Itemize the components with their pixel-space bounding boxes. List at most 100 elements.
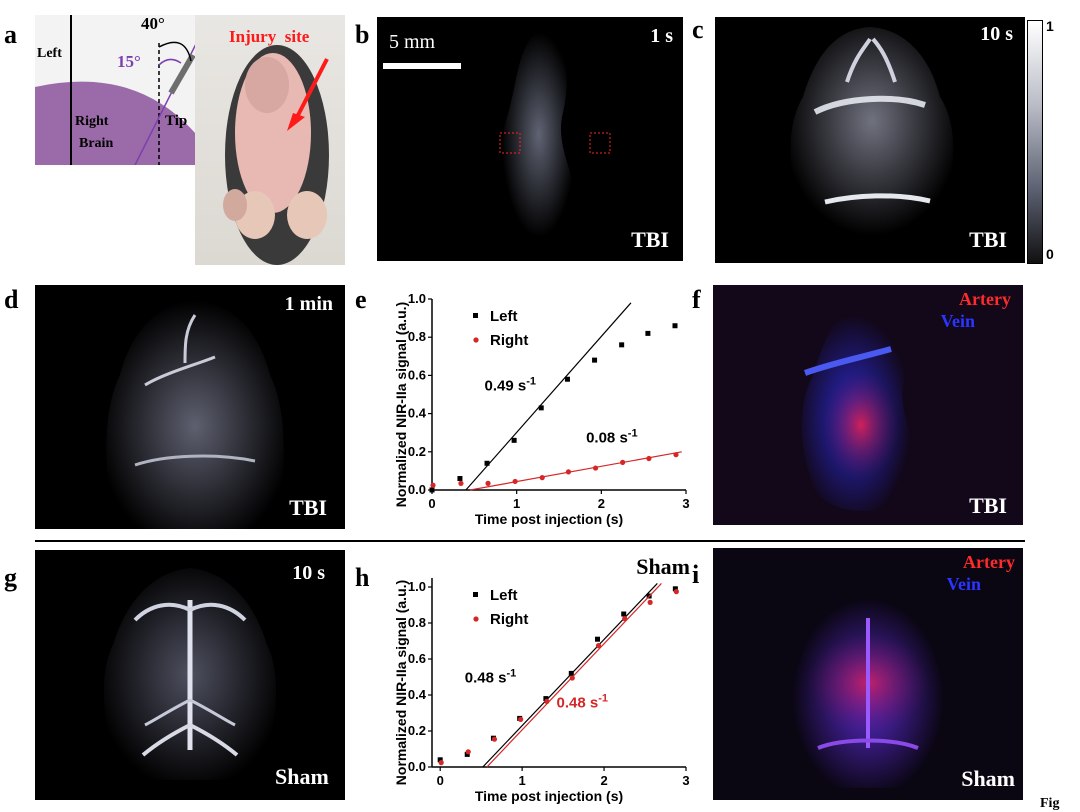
y-tick-label: 0.8 [408,329,426,344]
panel-label-g: g [4,563,17,592]
angle-inner-label: 15° [117,52,141,71]
panel-i-image: Artery Vein Sham [713,548,1023,800]
y-axis-label: Normalized NIR-IIa signal (a.u.) [393,302,409,507]
y-axis-label: Normalized NIR-IIa signal (a.u.) [393,580,409,785]
panel-f-image: Artery Vein TBI [713,285,1023,525]
panel-c-time: 10 s [980,23,1013,45]
chart-e: 0.0 0.2 0.4 0.6 0.8 1.0 0 1 2 3 Time post injectio… [393,291,690,527]
panel-f-artery: Artery [959,289,1011,309]
point-right [438,760,444,766]
right-brain-label-1: Right [75,114,109,129]
rate-annotation-exponent: -1 [628,427,638,439]
x-tick-label: 2 [598,496,605,511]
rate-annotation: 0.49 s-1 [484,376,536,395]
y-tick-label: 0.2 [408,723,426,738]
x-tick-label: 3 [682,496,689,511]
legend-marker-left [473,313,478,318]
point-right [518,716,524,722]
x-tick-label: 3 [682,773,689,788]
row-divider [35,540,1025,542]
point-left [543,696,549,702]
panel-a-mouse-photo: Injury site [195,15,345,265]
point-left [595,636,601,642]
panel-c-group: TBI [969,227,1007,252]
chart-title: Sham [636,554,690,579]
point-right [430,482,436,488]
panel-i-artery: Artery [963,552,1015,572]
figure-footer-label: Fig [1040,796,1060,811]
panel-label-a: a [4,20,17,49]
fit-line-right [486,582,662,768]
panel-a-schematic: 40° 15° Left Right Brain Tip [35,15,195,165]
rate-annotation-exponent: -1 [526,376,536,388]
left-label: Left [37,46,62,61]
point-left [564,376,570,382]
tip-label: Tip [165,113,187,129]
point-right [595,643,602,649]
point-left [538,405,544,411]
y-tick-label: 0.0 [408,482,426,497]
x-axis-label: Time post injection (s) [475,788,623,804]
panel-label-b: b [355,20,370,49]
panel-label-i: i [692,560,700,589]
y-tick-label: 0.0 [408,759,426,774]
point-left [511,437,517,443]
point-right [673,589,679,595]
panel-label-h: h [355,563,370,592]
point-right [647,599,653,605]
point-right [673,452,679,458]
panel-b-group: TBI [631,227,669,252]
y-tick-label: 1.0 [408,291,426,306]
y-tick-label: 0.8 [408,615,426,630]
point-left [568,670,574,676]
point-left [619,342,625,348]
panel-label-c: c [692,15,704,44]
point-right [565,469,572,475]
point-right [592,465,599,471]
legend-label-right: Right [490,332,528,349]
y-tick-label: 0.2 [408,444,426,459]
panel-b-image: 5 mm 1 s TBI [377,17,683,261]
legend-label-right: Right [490,611,528,628]
point-left [464,751,470,757]
legend-label-left: Left [490,308,518,325]
point-right [544,698,550,704]
point-left [484,460,490,466]
y-tick-label: 0.6 [408,651,426,666]
rate-annotation: 0.48 s-1 [465,667,516,686]
panel-f-vein: Vein [940,311,975,331]
panel-d-group: TBI [289,495,327,520]
x-axis-label: Time post injection (s) [475,511,623,527]
point-right [646,455,652,462]
panel-d-image: 1 min TBI [35,285,345,529]
point-left [457,476,463,482]
panel-b-time: 1 s [650,25,673,47]
right-brain-label-2: Brain [79,136,113,151]
rate-annotation: 0.08 s-1 [586,427,638,446]
panel-label-d: d [4,285,19,314]
panel-g-time: 10 s [292,562,325,584]
legend-label-left: Left [490,587,518,604]
point-right [465,749,471,755]
rate-annotation-exponent: -1 [506,667,516,679]
rate-annotation-exponent: -1 [598,693,608,705]
angle-outer-label: 40° [141,15,165,33]
point-right [539,475,545,481]
x-tick-label: 0 [428,496,435,511]
x-tick-label: 2 [600,773,607,788]
y-tick-label: 0.6 [408,367,426,382]
panel-b-scale-label: 5 mm [389,31,436,53]
point-left [645,330,651,336]
legend-marker-right [473,337,479,343]
point-right [491,736,498,742]
point-left [672,323,678,329]
rate-annotation: 0.48 s-1 [557,693,609,712]
panel-label-f: f [692,285,701,314]
point-right [620,459,626,465]
injury-arrow-icon [287,58,329,131]
point-left [592,357,598,363]
colorbar-min-label: 0 [1046,246,1054,262]
point-right [485,480,491,486]
x-tick-label: 0 [437,773,444,788]
point-right [512,478,518,485]
